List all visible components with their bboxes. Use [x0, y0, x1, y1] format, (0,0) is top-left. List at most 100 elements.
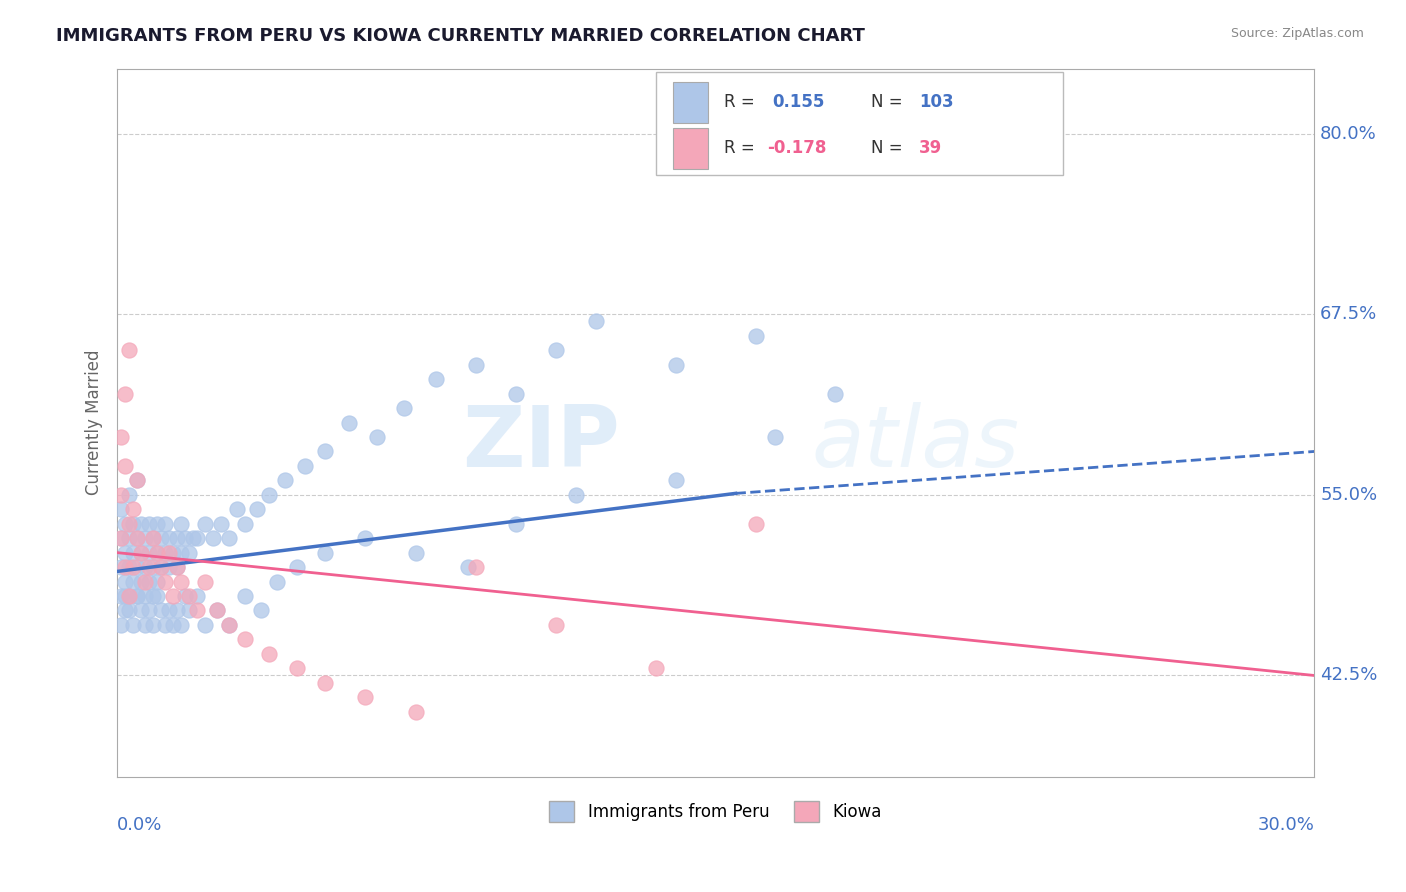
Point — [177, 589, 200, 603]
Point — [138, 546, 160, 560]
Text: 80.0%: 80.0% — [1320, 125, 1376, 143]
Point — [138, 516, 160, 531]
Point — [114, 458, 136, 473]
Point — [114, 574, 136, 589]
Point — [150, 531, 173, 545]
Text: 55.0%: 55.0% — [1320, 486, 1378, 504]
FancyBboxPatch shape — [672, 128, 709, 169]
Point — [266, 574, 288, 589]
Point — [201, 531, 224, 545]
Point — [218, 618, 240, 632]
Point — [153, 516, 176, 531]
Point — [153, 574, 176, 589]
Point — [114, 516, 136, 531]
Point — [233, 516, 256, 531]
Point — [118, 516, 141, 531]
Text: ZIP: ZIP — [463, 402, 620, 485]
Point — [186, 589, 208, 603]
Point — [118, 531, 141, 545]
Text: IMMIGRANTS FROM PERU VS KIOWA CURRENTLY MARRIED CORRELATION CHART: IMMIGRANTS FROM PERU VS KIOWA CURRENTLY … — [56, 27, 865, 45]
Point — [129, 546, 152, 560]
Point — [457, 560, 479, 574]
Point — [425, 372, 447, 386]
Point — [465, 358, 488, 372]
Point — [505, 516, 527, 531]
Point — [110, 560, 132, 574]
Point — [194, 516, 217, 531]
Point — [233, 632, 256, 647]
Point — [122, 502, 145, 516]
Point — [146, 546, 169, 560]
Point — [114, 560, 136, 574]
Point — [644, 661, 666, 675]
Point — [142, 618, 165, 632]
FancyBboxPatch shape — [655, 72, 1063, 175]
Point — [114, 546, 136, 560]
Point — [162, 589, 184, 603]
Text: 30.0%: 30.0% — [1257, 815, 1315, 833]
Point — [194, 618, 217, 632]
Point — [127, 589, 149, 603]
Y-axis label: Currently Married: Currently Married — [86, 350, 103, 495]
Point — [157, 531, 180, 545]
FancyBboxPatch shape — [672, 82, 709, 123]
Point — [138, 574, 160, 589]
Point — [170, 546, 193, 560]
Point — [118, 603, 141, 617]
Point — [134, 589, 156, 603]
Point — [225, 502, 247, 516]
Point — [122, 516, 145, 531]
Point — [337, 416, 360, 430]
Point — [127, 531, 149, 545]
Point — [465, 560, 488, 574]
Point — [585, 314, 607, 328]
Point — [129, 516, 152, 531]
Point — [118, 589, 141, 603]
Point — [366, 430, 388, 444]
Point — [134, 560, 156, 574]
Point — [127, 531, 149, 545]
Point — [405, 705, 427, 719]
Point — [824, 386, 846, 401]
Point — [134, 618, 156, 632]
Point — [129, 546, 152, 560]
Point — [205, 603, 228, 617]
Text: N =: N = — [872, 93, 908, 112]
Point — [129, 574, 152, 589]
Point — [294, 458, 316, 473]
Point — [353, 690, 375, 705]
Point — [138, 560, 160, 574]
Point — [110, 488, 132, 502]
Point — [153, 546, 176, 560]
Point — [142, 531, 165, 545]
Point — [181, 531, 204, 545]
Point — [146, 546, 169, 560]
Point — [186, 603, 208, 617]
Point — [146, 589, 169, 603]
Point — [114, 386, 136, 401]
Point — [170, 574, 193, 589]
Point — [110, 430, 132, 444]
Point — [157, 560, 180, 574]
Point — [127, 560, 149, 574]
Point — [314, 546, 336, 560]
Point — [405, 546, 427, 560]
Point — [150, 560, 173, 574]
Point — [150, 603, 173, 617]
Point — [134, 531, 156, 545]
Point — [118, 560, 141, 574]
Point — [274, 474, 297, 488]
Point — [544, 618, 567, 632]
Text: 67.5%: 67.5% — [1320, 305, 1378, 323]
Point — [127, 589, 149, 603]
Point — [150, 560, 173, 574]
Text: N =: N = — [872, 139, 908, 157]
Point — [250, 603, 273, 617]
Point — [257, 488, 280, 502]
Point — [257, 647, 280, 661]
Point — [122, 574, 145, 589]
Point — [218, 531, 240, 545]
Point — [544, 343, 567, 358]
Text: 39: 39 — [920, 139, 942, 157]
Text: 103: 103 — [920, 93, 953, 112]
